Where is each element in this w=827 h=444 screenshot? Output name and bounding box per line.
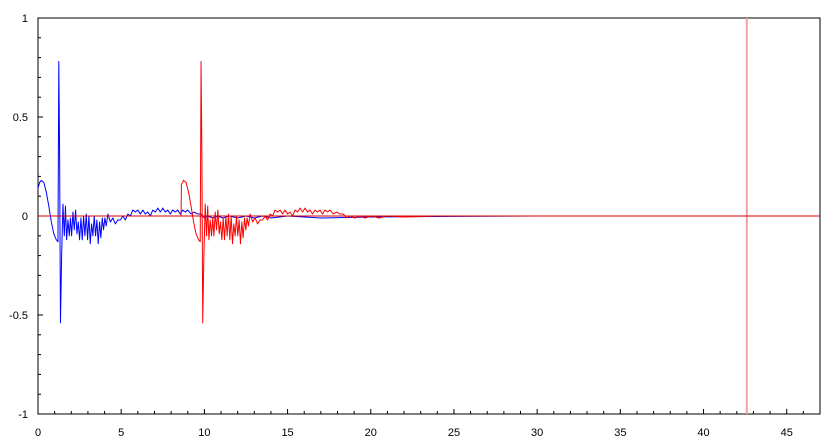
x-tick-label: 25 <box>448 427 460 439</box>
y-tick-label: -0.5 <box>9 310 28 322</box>
series-line-1 <box>37 61 820 324</box>
x-tick-label: 10 <box>198 427 210 439</box>
x-tick-label: 5 <box>118 427 124 439</box>
x-tick-label: 20 <box>365 427 377 439</box>
series-line-2 <box>180 61 820 324</box>
y-tick-label: 0 <box>22 211 28 223</box>
x-tick-label: 40 <box>697 427 709 439</box>
x-tick-label: 15 <box>281 427 293 439</box>
x-tick-label: 35 <box>614 427 626 439</box>
x-tick-label: 45 <box>781 427 793 439</box>
x-tick-label: 0 <box>35 427 41 439</box>
y-tick-label: 0.5 <box>13 112 28 124</box>
y-tick-label: -1 <box>18 409 28 421</box>
y-tick-label: 1 <box>22 13 28 25</box>
tick-layer: 0 5 10 15 20 25 30 35 40 45 1 0.5 0 -0.5 -1 <box>9 13 793 439</box>
series-layer <box>37 61 820 324</box>
x-tick-label: 30 <box>531 427 543 439</box>
